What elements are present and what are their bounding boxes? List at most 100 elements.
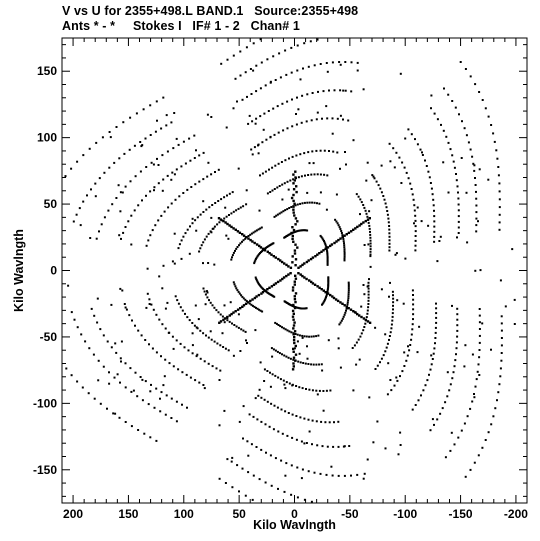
uv-point	[474, 83, 477, 86]
uv-point	[307, 174, 310, 176]
uv-point	[249, 299, 252, 303]
uv-point	[416, 206, 419, 209]
uv-point	[292, 358, 295, 361]
uv-point	[273, 133, 276, 136]
uv-point	[410, 338, 413, 341]
uv-point	[190, 186, 193, 188]
uv-point	[294, 176, 297, 179]
uv-point	[368, 224, 371, 227]
uv-point	[401, 370, 404, 373]
uv-point	[273, 404, 276, 407]
uv-point	[123, 152, 126, 155]
uv-point	[296, 96, 298, 99]
uv-point	[427, 170, 430, 173]
uv-point	[369, 239, 372, 242]
uv-point	[351, 347, 354, 349]
uv-point	[320, 420, 323, 423]
uv-point	[263, 380, 266, 382]
uv-point	[412, 303, 415, 306]
uv-point	[357, 195, 360, 198]
uv-point	[348, 445, 351, 447]
uv-point	[279, 259, 282, 262]
uv-point	[466, 241, 469, 244]
uv-point	[235, 209, 238, 212]
uv-point	[205, 334, 207, 337]
uv-point	[290, 493, 293, 496]
uv-point	[224, 482, 227, 484]
uv-point	[254, 397, 257, 400]
uv-point	[320, 288, 323, 291]
uv-point	[319, 472, 322, 475]
uv-point	[278, 52, 281, 55]
uv-point	[456, 185, 459, 188]
uv-point	[342, 238, 345, 241]
uv-point	[414, 404, 417, 406]
uv-point	[478, 168, 481, 171]
uv-point	[327, 283, 330, 286]
uv-point	[413, 204, 416, 207]
uv-point	[495, 149, 498, 152]
uv-point	[270, 243, 273, 246]
uv-point	[367, 290, 370, 293]
uv-point	[403, 166, 406, 169]
uv-point	[487, 178, 490, 181]
uv-point	[237, 326, 240, 329]
uv-point	[434, 342, 436, 345]
uv-point	[343, 474, 346, 477]
uv-point	[161, 189, 164, 192]
uv-point	[367, 306, 370, 309]
tick-labels: 200 150 100 50 0 -50 -100 -150 -200150100500-50-…	[33, 64, 528, 521]
uv-point	[339, 167, 341, 170]
uv-point	[368, 278, 370, 281]
uv-point	[327, 285, 330, 288]
uv-point	[259, 309, 262, 312]
uv-point	[323, 173, 326, 176]
uv-point	[404, 137, 407, 140]
uv-point	[472, 162, 475, 165]
uv-point	[211, 204, 214, 206]
uv-point	[444, 456, 447, 459]
uv-point	[108, 371, 110, 374]
uv-point	[430, 354, 433, 357]
uv-point	[289, 357, 292, 360]
uv-point	[149, 234, 152, 237]
uv-point	[393, 166, 396, 169]
uv-point	[219, 313, 222, 316]
uv-point	[191, 322, 194, 324]
uv-point	[162, 384, 165, 387]
uv-point	[291, 237, 294, 241]
uv-point	[471, 353, 474, 356]
uv-point	[291, 309, 295, 313]
uv-point	[430, 363, 433, 366]
uv-point	[239, 350, 242, 352]
uv-point	[154, 224, 157, 227]
uv-point	[180, 239, 183, 242]
uv-point	[395, 252, 398, 255]
uv-point	[298, 386, 301, 389]
uv-point	[222, 346, 225, 348]
uv-point	[451, 377, 454, 380]
uv-point	[496, 157, 499, 160]
uv-point	[258, 478, 261, 481]
uv-point	[258, 388, 261, 391]
uv-point	[342, 89, 345, 92]
uv-point	[442, 129, 445, 132]
uv-point	[291, 286, 295, 289]
uv-point	[487, 431, 490, 434]
uv-point	[223, 304, 226, 307]
uv-point	[432, 198, 435, 201]
uv-point	[194, 304, 197, 307]
uv-point	[170, 397, 173, 400]
uv-point	[469, 148, 472, 151]
uv-point	[207, 161, 210, 164]
uv-point	[369, 242, 372, 245]
uv-point	[481, 446, 484, 449]
uv-point	[293, 202, 296, 205]
plot-frame	[61, 37, 528, 504]
uv-point	[184, 232, 187, 235]
uv-point	[109, 136, 112, 139]
uv-point	[114, 342, 117, 345]
uv-point	[430, 94, 433, 97]
uv-point	[293, 283, 296, 286]
uv-point	[353, 311, 356, 314]
